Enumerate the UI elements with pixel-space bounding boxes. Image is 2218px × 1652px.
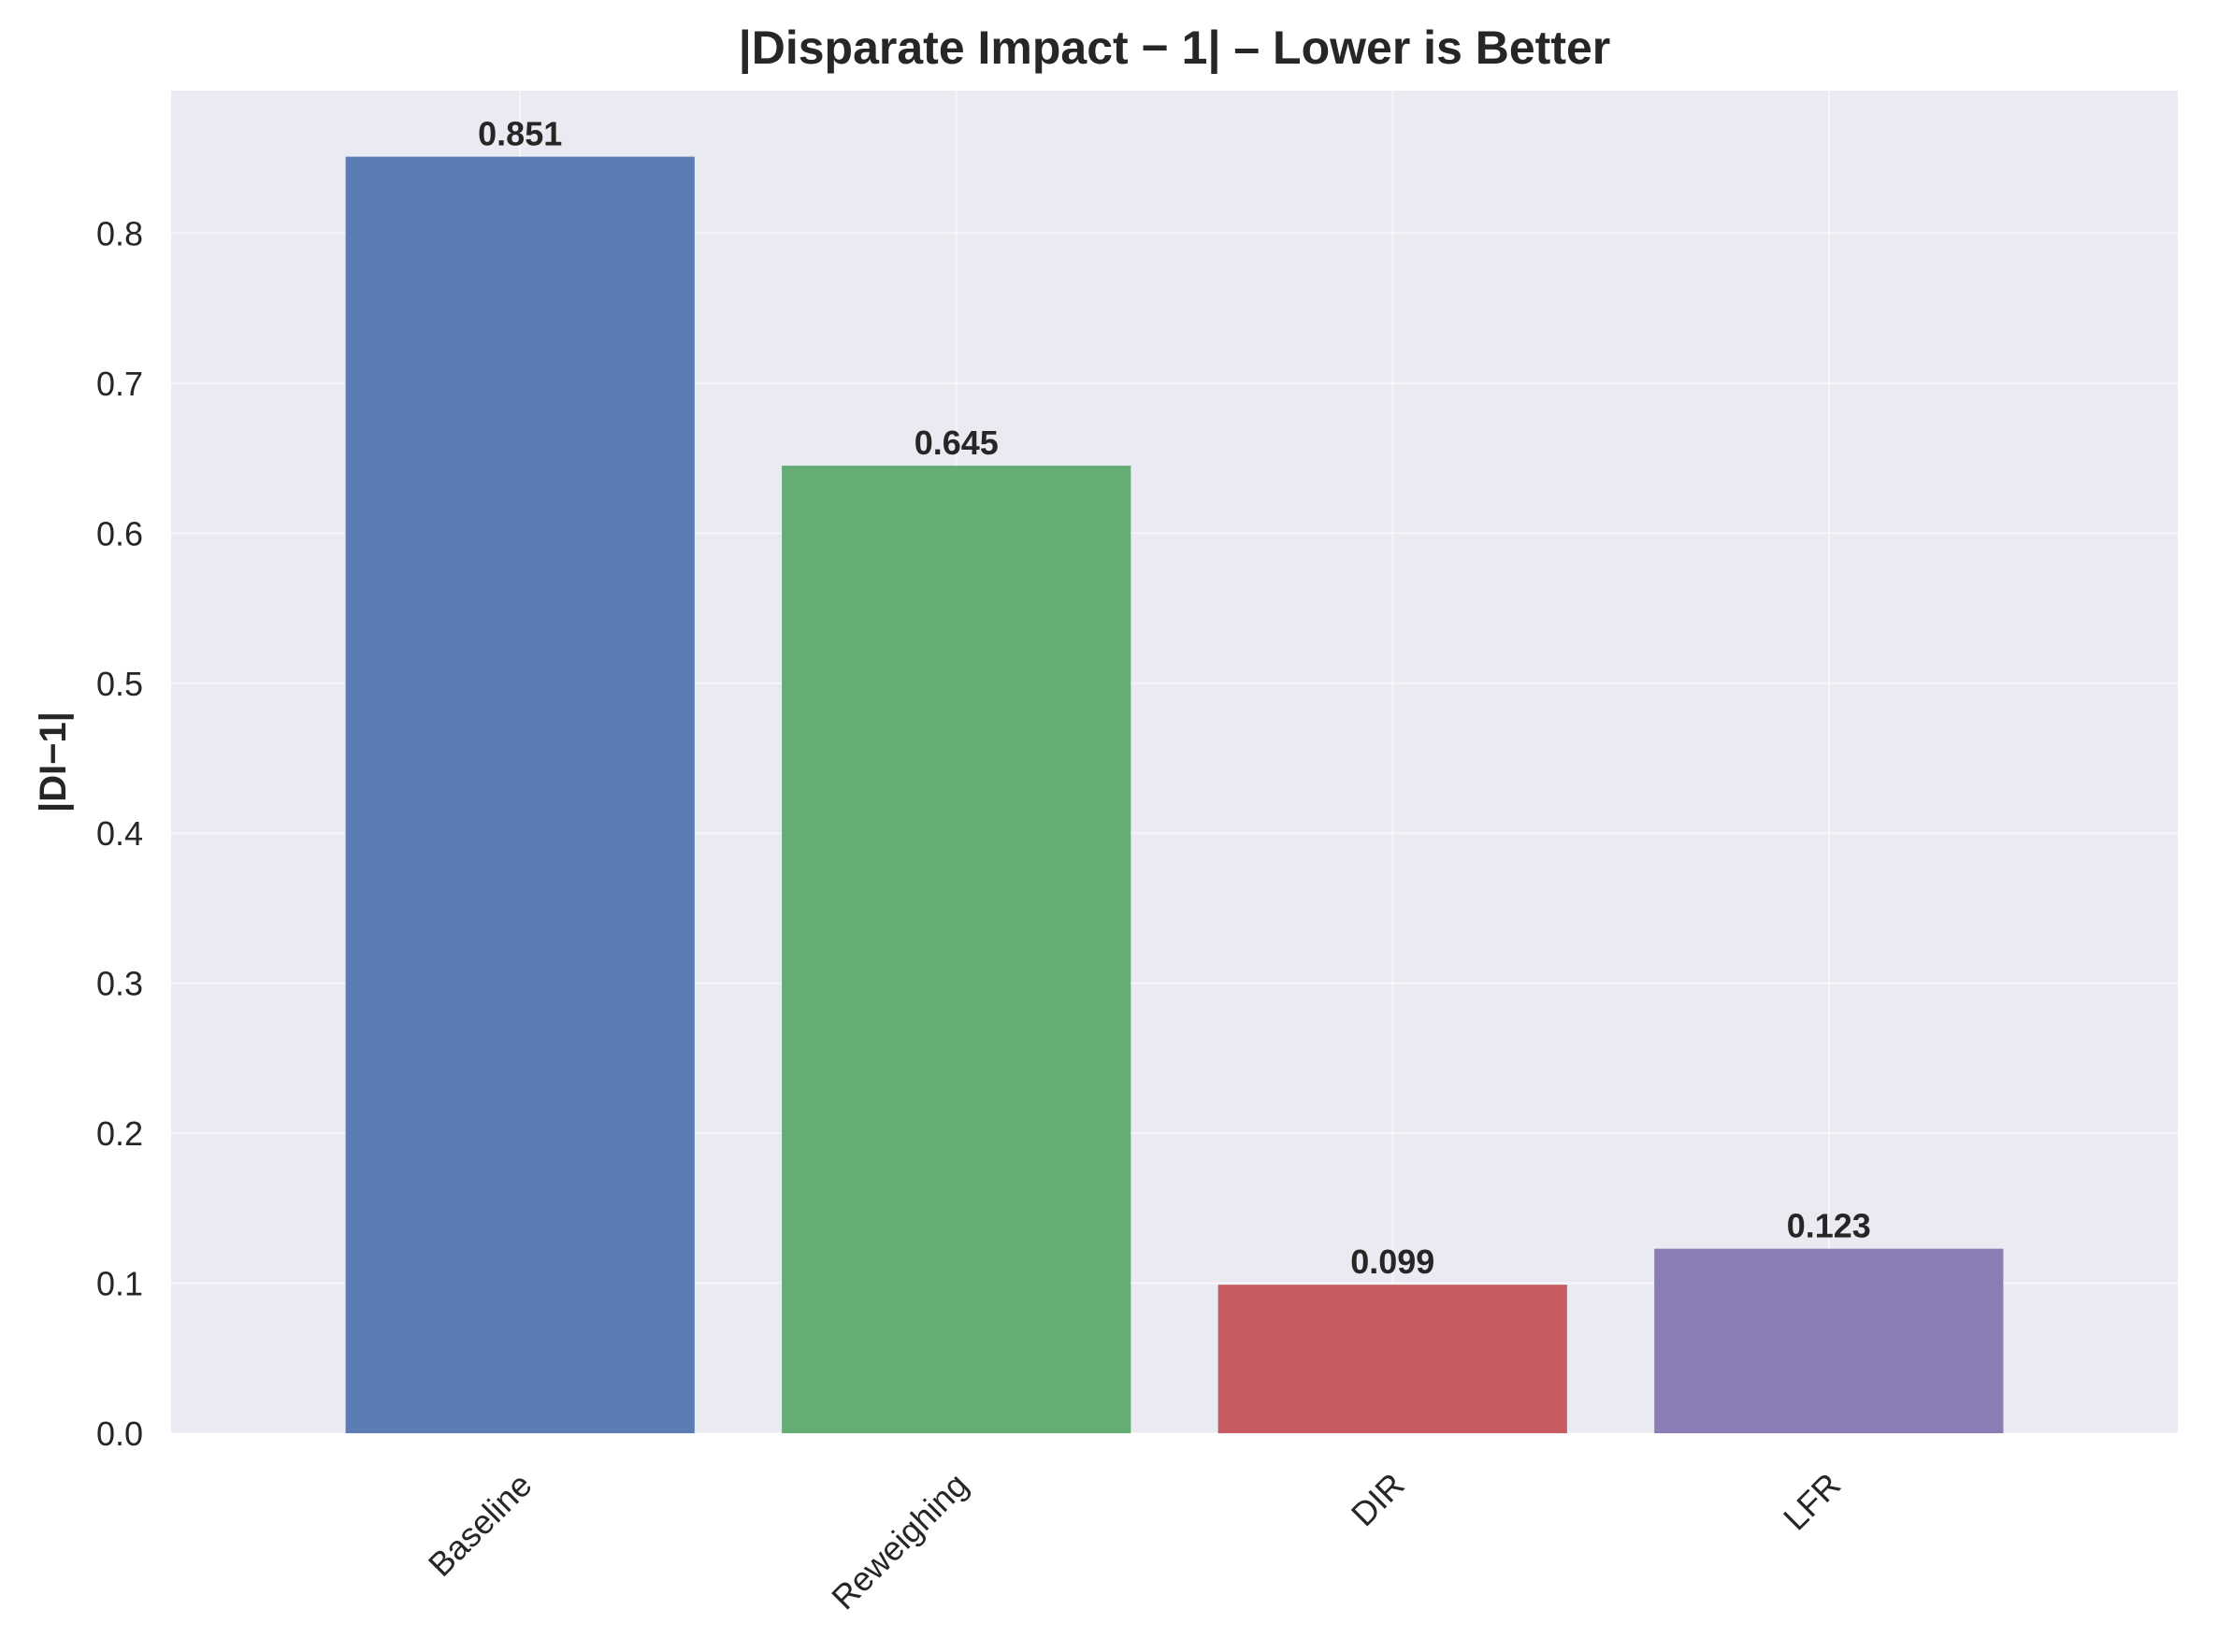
value-label-lfr: 0.123 xyxy=(1787,1207,1871,1245)
value-labels: 0.851 0.645 0.099 0.123 xyxy=(478,115,1871,1282)
y-tick-label: 0.4 xyxy=(96,814,143,853)
y-tick-label: 0.6 xyxy=(96,514,143,553)
x-tick-label-baseline: Baseline xyxy=(421,1465,540,1584)
y-tick-label: 0.7 xyxy=(96,365,143,403)
y-tick-label: 0.2 xyxy=(96,1114,143,1153)
y-tick-label: 0.8 xyxy=(96,214,143,252)
bar-dir xyxy=(1217,1285,1567,1433)
y-tick-label: 0.3 xyxy=(96,965,143,1003)
value-label-dir: 0.099 xyxy=(1350,1243,1434,1281)
bar-reweighing xyxy=(782,466,1131,1433)
bars xyxy=(345,156,2004,1433)
value-label-baseline: 0.851 xyxy=(478,115,562,153)
x-axis-ticks: Baseline Reweighing DIR LFR xyxy=(421,1465,1848,1616)
x-tick-label-dir: DIR xyxy=(1344,1465,1412,1533)
y-tick-label: 0.5 xyxy=(96,665,143,703)
x-tick-label-lfr: LFR xyxy=(1776,1465,1848,1537)
chart-title: |Disparate Impact − 1| – Lower is Better xyxy=(739,22,1611,75)
y-axis-ticks: 0.0 0.1 0.2 0.3 0.4 0.5 0.6 0.7 0.8 xyxy=(96,214,143,1453)
bar-lfr xyxy=(1654,1248,2004,1433)
x-tick-label-reweighing: Reweighing xyxy=(824,1465,975,1616)
y-tick-label: 0.1 xyxy=(96,1265,143,1303)
y-axis-label: |DI−1| xyxy=(33,711,74,812)
y-tick-label: 0.0 xyxy=(96,1415,143,1453)
bar-baseline xyxy=(345,156,695,1433)
value-label-reweighing: 0.645 xyxy=(915,424,999,462)
